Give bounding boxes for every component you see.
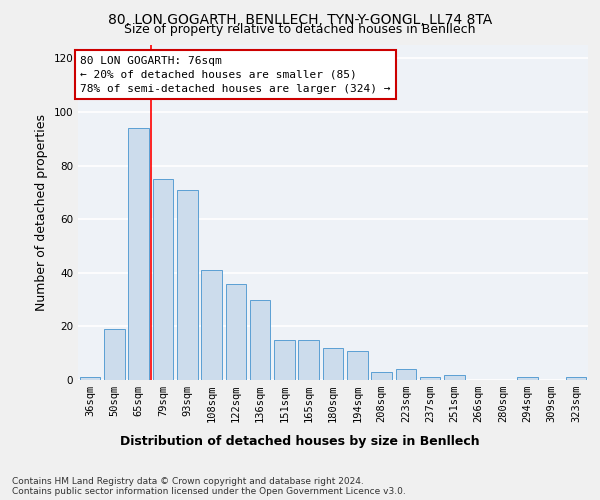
Bar: [323, 348, 343, 380]
Bar: [566, 378, 586, 380]
Bar: [80, 378, 100, 380]
Text: Distribution of detached houses by size in Benllech: Distribution of detached houses by size …: [120, 435, 480, 448]
Text: Size of property relative to detached houses in Benllech: Size of property relative to detached ho…: [124, 22, 476, 36]
Text: Contains public sector information licensed under the Open Government Licence v3: Contains public sector information licen…: [12, 488, 406, 496]
Text: 80 LON GOGARTH: 76sqm
← 20% of detached houses are smaller (85)
78% of semi-deta: 80 LON GOGARTH: 76sqm ← 20% of detached …: [80, 56, 391, 94]
Bar: [420, 378, 440, 380]
Bar: [298, 340, 319, 380]
Bar: [177, 190, 197, 380]
Bar: [517, 378, 538, 380]
Text: 80, LON GOGARTH, BENLLECH, TYN-Y-GONGL, LL74 8TA: 80, LON GOGARTH, BENLLECH, TYN-Y-GONGL, …: [108, 12, 492, 26]
Text: Contains HM Land Registry data © Crown copyright and database right 2024.: Contains HM Land Registry data © Crown c…: [12, 478, 364, 486]
Bar: [152, 179, 173, 380]
Bar: [128, 128, 149, 380]
Y-axis label: Number of detached properties: Number of detached properties: [35, 114, 48, 311]
Bar: [226, 284, 246, 380]
Bar: [371, 372, 392, 380]
Bar: [347, 350, 368, 380]
Bar: [201, 270, 222, 380]
Bar: [395, 370, 416, 380]
Bar: [104, 329, 125, 380]
Bar: [250, 300, 271, 380]
Bar: [274, 340, 295, 380]
Bar: [444, 374, 465, 380]
